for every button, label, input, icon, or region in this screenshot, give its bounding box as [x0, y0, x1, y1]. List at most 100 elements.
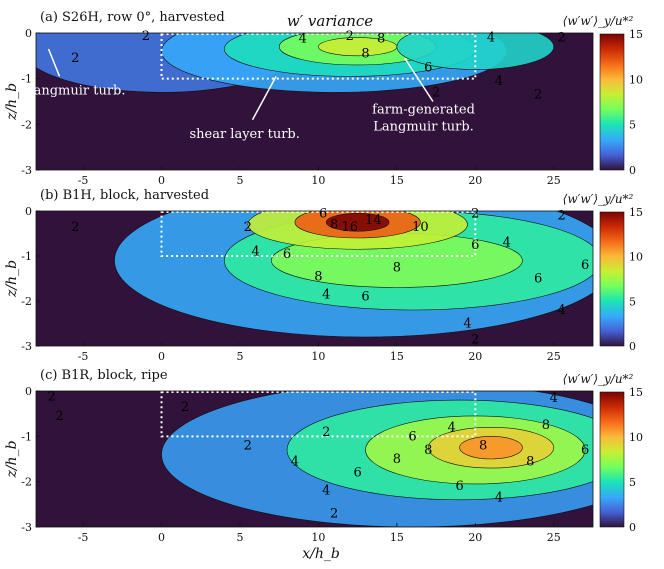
contour-label: 4 — [503, 236, 511, 251]
contour-label: 2 — [142, 29, 150, 44]
y-tick-label: 0 — [25, 205, 32, 218]
x-tick-label: 20 — [468, 531, 482, 544]
contour-label: 4 — [495, 491, 503, 506]
x-tick-label: 10 — [311, 531, 325, 544]
y-tick-label: 0 — [25, 385, 32, 398]
contour-label: 2 — [471, 206, 479, 221]
colorbar — [599, 33, 625, 171]
contour-label: 4 — [322, 484, 330, 499]
colorbar-tick-label: 15 — [629, 206, 643, 219]
y-tick-label: -3 — [21, 521, 32, 534]
x-tick-label: 20 — [468, 174, 482, 187]
colorbar-label: ⟨w′w′⟩_y/u*² — [563, 14, 634, 28]
contour-label: 8 — [330, 218, 338, 233]
colorbar-tick-label: 5 — [629, 295, 636, 308]
x-tick-label: 10 — [311, 174, 325, 187]
contour-label: 6 — [283, 247, 291, 262]
contour-label: 8 — [393, 260, 401, 275]
field-level — [459, 436, 523, 459]
contour-label: 8 — [526, 454, 534, 469]
contour-label: 2 — [432, 85, 440, 100]
contour-label: 2 — [330, 506, 338, 521]
panel-title: (c) B1R, block, ripe — [40, 368, 168, 383]
contour-label: 6 — [534, 272, 542, 287]
colorbar-label: ⟨w′w′⟩_y/u*² — [563, 372, 634, 386]
x-tick-label: -5 — [78, 350, 89, 363]
contour-label: 8 — [314, 269, 322, 284]
annotation-arrow — [47, 48, 61, 77]
contour-label: 4 — [495, 74, 503, 89]
x-tick-label: 10 — [311, 350, 325, 363]
field-level — [318, 37, 397, 56]
y-tick-label: -1 — [21, 250, 32, 263]
x-tick-label: 15 — [390, 350, 404, 363]
panel-a: 2 2 2 4 88 6 4 2 4 2 2 (a) S26H, row 0°, harvested -… — [4, 10, 643, 187]
contour-label: 2 — [244, 438, 252, 453]
farm-region-box — [160, 211, 477, 257]
x-tick-label: 25 — [547, 350, 561, 363]
x-tick-label: 0 — [158, 174, 165, 187]
field-level — [326, 213, 390, 232]
contour-label: 2 — [55, 409, 63, 424]
contour-label: 4 — [299, 31, 307, 46]
contour-label: 8 — [542, 418, 550, 433]
contour-label: 4 — [322, 287, 330, 302]
contour-line — [286, 399, 593, 501]
x-tick-label: -5 — [78, 531, 89, 544]
contour-label: 8 — [361, 47, 369, 62]
x-tick-label: 15 — [390, 174, 404, 187]
contour-label: 10 — [412, 220, 429, 235]
colorbar-tick-label: 10 — [629, 251, 643, 264]
contour-label: 6 — [424, 60, 432, 75]
contour-label: 8 — [479, 438, 487, 453]
annotation: farm-generated Langmuir turb. — [372, 102, 475, 134]
contour-line — [325, 212, 390, 232]
contour-label: 6 — [471, 238, 479, 253]
contour-label: 8 — [424, 443, 432, 458]
contour-label: 6 — [581, 443, 589, 458]
y-axis-label: z/h_b — [4, 440, 20, 478]
y-tick-label: -2 — [21, 118, 32, 131]
contour-label: 6 — [581, 258, 589, 273]
contour-line — [427, 426, 555, 469]
contour-label: 4 — [487, 31, 495, 46]
contour-line — [365, 415, 586, 485]
contour-label: 16 — [342, 220, 359, 235]
contour-label: 6 — [354, 466, 362, 481]
contour-line — [294, 211, 421, 239]
annotation-arrow — [404, 57, 434, 102]
x-axis-label: x/h_b — [302, 546, 340, 562]
farm-region-box — [160, 391, 477, 438]
plot-frame — [35, 32, 594, 171]
colorbar — [599, 211, 625, 347]
contour-label: 4 — [557, 303, 565, 318]
contour-label: 2 — [244, 220, 252, 235]
colorbar-tick-label: 15 — [629, 28, 643, 41]
x-tick-label: -5 — [78, 174, 89, 187]
contour-label: 8 — [377, 31, 385, 46]
colorbar — [599, 391, 625, 528]
contour-label: 6 — [455, 479, 463, 494]
contour-line — [396, 33, 555, 70]
panel-title: (b) B1H, block, harvested — [40, 188, 209, 203]
contour-label: 14 — [365, 213, 382, 228]
y-tick-label: -2 — [21, 295, 32, 308]
colorbar-tick-label: 0 — [629, 521, 636, 534]
contour-label: 4 — [252, 245, 260, 260]
figure-title: w′ variance — [287, 12, 373, 30]
contour-label: 2 — [557, 31, 565, 46]
contour-label: 6 — [408, 429, 416, 444]
contour-label: 2 — [48, 389, 56, 404]
colorbar-tick-label: 5 — [629, 119, 636, 132]
colorbar-tick-label: 0 — [629, 164, 636, 177]
plot-frame — [35, 210, 594, 347]
contour-line — [459, 436, 523, 460]
contour-label: 2 — [534, 88, 542, 103]
contour-label: 2 — [471, 332, 479, 347]
x-tick-label: 15 — [390, 531, 404, 544]
plot-frame — [35, 390, 594, 528]
contour-line — [247, 211, 468, 250]
